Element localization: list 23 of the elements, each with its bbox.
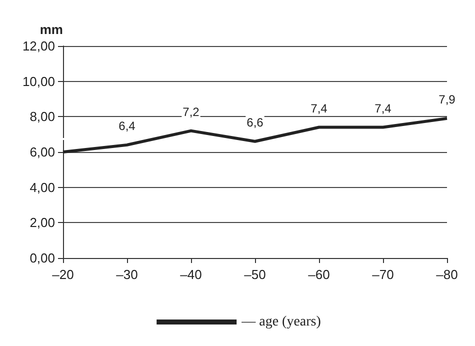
data-label: 7,2 xyxy=(182,104,200,119)
x-tick-label: –60 xyxy=(308,267,330,282)
x-tick-label: –80 xyxy=(436,267,458,282)
data-label: 6,6 xyxy=(246,115,264,130)
x-tick-label: –50 xyxy=(244,267,266,282)
y-tick-label: 4,00 xyxy=(30,180,55,195)
data-label: 7,4 xyxy=(374,101,392,116)
x-tick-label: –70 xyxy=(372,267,394,282)
y-tick-label: 12,00 xyxy=(22,38,55,54)
data-label: 6,4 xyxy=(118,118,136,133)
y-tick-label: 2,00 xyxy=(30,215,55,230)
x-tick-label: –20 xyxy=(52,267,74,282)
text: — age (years) xyxy=(240,314,322,330)
y-tick-label: 8,00 xyxy=(30,109,55,124)
data-label: 7,4 xyxy=(310,101,328,116)
y-tick-label: 10,00 xyxy=(22,74,55,89)
x-tick-label: –40 xyxy=(180,267,202,282)
line-series xyxy=(62,116,448,154)
y-tick-label: 6,00 xyxy=(30,144,55,160)
y-tick-label: 0,00 xyxy=(30,250,55,266)
y-axis-title: mm xyxy=(40,22,63,37)
x-tick-label: –30 xyxy=(116,267,138,282)
data-label: 7,9 xyxy=(438,92,456,106)
